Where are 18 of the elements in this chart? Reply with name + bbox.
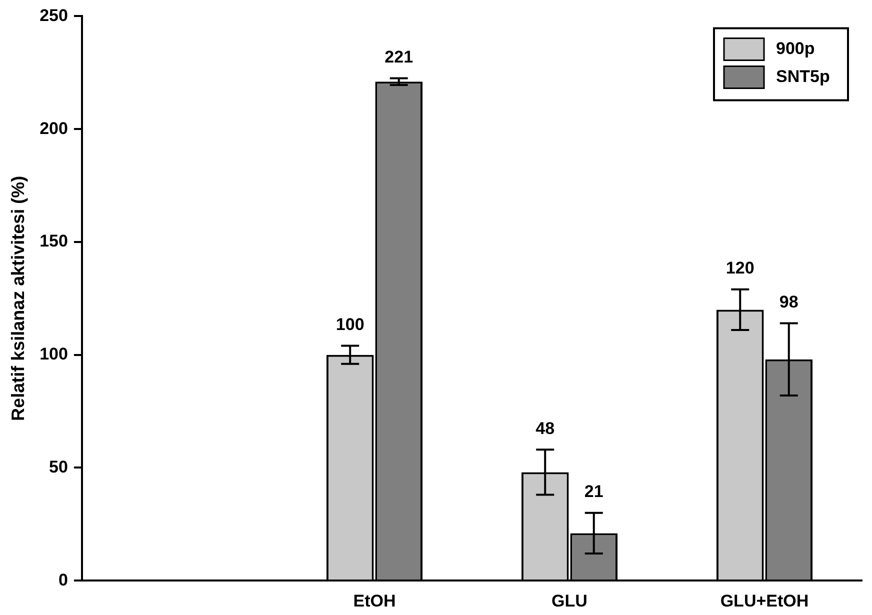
legend-label: SNT5p [776, 66, 830, 86]
y-tick-label: 50 [49, 457, 68, 476]
data-label: 21 [584, 482, 604, 502]
y-tick-label: 0 [58, 570, 68, 590]
data-label: 48 [536, 418, 555, 438]
x-tick-label: GLU+EtOH [720, 591, 809, 610]
data-label: 98 [779, 292, 798, 312]
data-label: 100 [336, 314, 364, 334]
y-tick-label: 100 [40, 344, 68, 364]
data-label: 120 [726, 258, 754, 278]
legend-label: 900p [776, 38, 815, 58]
y-axis-title: Relatif ksilanaz aktivitesi (%) [8, 176, 28, 421]
x-tick-label: EtOH [353, 591, 396, 610]
x-tick-label: GLU [552, 591, 588, 610]
data-label: 221 [384, 47, 414, 66]
y-tick-label: 250 [40, 6, 68, 25]
y-tick-label: 150 [40, 232, 68, 251]
y-tick-label: 200 [40, 118, 68, 138]
